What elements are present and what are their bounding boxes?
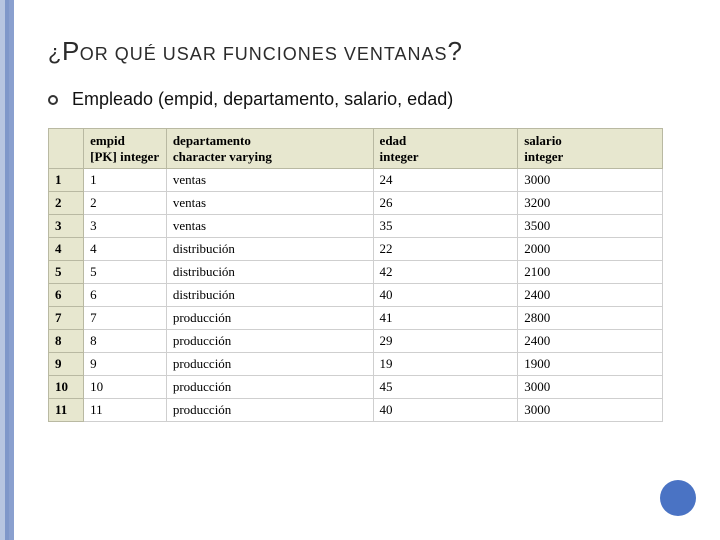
table-cell: 1 [84,169,167,192]
table-cell: 3000 [518,169,663,192]
table-cell: 22 [373,238,518,261]
table-row: 77producción412800 [49,307,663,330]
table-cell: 9 [84,353,167,376]
row-number-cell: 1 [49,169,84,192]
table-cell: 3500 [518,215,663,238]
table-cell: distribución [166,261,373,284]
table-cell: distribución [166,238,373,261]
title-qopen: ¿ [48,40,62,65]
table-cell: 1900 [518,353,663,376]
table-row: 88producción292400 [49,330,663,353]
table-cell: producción [166,376,373,399]
col-header-rownum [49,129,84,169]
title-rest: OR QUÉ USAR FUNCIONES VENTANAS [80,44,448,64]
table-body: 11ventas24300022ventas26320033ventas3535… [49,169,663,422]
table-cell: 3200 [518,192,663,215]
table-cell: ventas [166,169,373,192]
table-cell: 11 [84,399,167,422]
table-cell: 2400 [518,330,663,353]
bullet-icon [48,95,58,105]
table-cell: producción [166,353,373,376]
table-cell: 26 [373,192,518,215]
table-cell: 2000 [518,238,663,261]
row-number-cell: 4 [49,238,84,261]
table-cell: 3000 [518,376,663,399]
col-header: departamentocharacter varying [166,129,373,169]
table-row: 33ventas353500 [49,215,663,238]
table-cell: 6 [84,284,167,307]
table-row: 11ventas243000 [49,169,663,192]
table-cell: 8 [84,330,167,353]
title-cap1: P [62,36,80,66]
row-number-cell: 11 [49,399,84,422]
table-cell: distribución [166,284,373,307]
table-cell: 4 [84,238,167,261]
stripe-3 [9,0,14,540]
row-number-cell: 8 [49,330,84,353]
table-cell: 2800 [518,307,663,330]
table-cell: producción [166,307,373,330]
row-number-cell: 6 [49,284,84,307]
left-accent-stripes [0,0,14,540]
table-row: 66distribución402400 [49,284,663,307]
accent-circle [660,480,696,516]
table-cell: 10 [84,376,167,399]
table-cell: 3 [84,215,167,238]
table-cell: 2400 [518,284,663,307]
table-cell: 40 [373,284,518,307]
table-cell: 2 [84,192,167,215]
bullet-item: Empleado (empid, departamento, salario, … [48,89,692,110]
row-number-cell: 3 [49,215,84,238]
col-header: salariointeger [518,129,663,169]
table-row: 44distribución222000 [49,238,663,261]
table-row: 22ventas263200 [49,192,663,215]
table-row: 1111producción403000 [49,399,663,422]
row-number-cell: 7 [49,307,84,330]
table-cell: ventas [166,192,373,215]
table-cell: 40 [373,399,518,422]
table-row: 1010producción453000 [49,376,663,399]
row-number-cell: 2 [49,192,84,215]
table-cell: producción [166,330,373,353]
table-cell: producción [166,399,373,422]
table-cell: 19 [373,353,518,376]
table-cell: 3000 [518,399,663,422]
slide-title: ¿POR QUÉ USAR FUNCIONES VENTANAS? [48,36,692,67]
empleado-table: empid[PK] integerdepartamentocharacter v… [48,128,663,422]
table-cell: ventas [166,215,373,238]
table-cell: 7 [84,307,167,330]
row-number-cell: 5 [49,261,84,284]
table-cell: 5 [84,261,167,284]
col-header: edadinteger [373,129,518,169]
table-cell: 29 [373,330,518,353]
table-cell: 41 [373,307,518,330]
row-number-cell: 9 [49,353,84,376]
table-header: empid[PK] integerdepartamentocharacter v… [49,129,663,169]
col-header: empid[PK] integer [84,129,167,169]
bullet-text: Empleado (empid, departamento, salario, … [72,89,453,110]
table-cell: 42 [373,261,518,284]
table-row: 99producción191900 [49,353,663,376]
table-cell: 24 [373,169,518,192]
table-cell: 35 [373,215,518,238]
table-cell: 2100 [518,261,663,284]
table-cell: 45 [373,376,518,399]
row-number-cell: 10 [49,376,84,399]
title-qclose: ? [448,36,463,66]
table-row: 55distribución422100 [49,261,663,284]
